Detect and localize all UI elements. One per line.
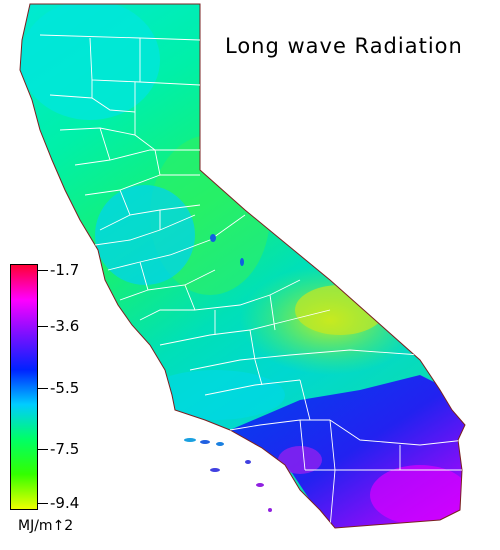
legend-tick-label: -3.6 <box>50 317 80 335</box>
legend-tick <box>38 503 48 504</box>
channel-islands <box>184 438 272 512</box>
state-outline <box>19 3 466 529</box>
legend-unit: MJ/m↑2 <box>18 518 74 534</box>
legend-tick <box>38 326 48 327</box>
north-cyan-region <box>20 4 160 120</box>
legend-tick-label: -7.5 <box>50 440 80 458</box>
color-scale-bar <box>10 264 38 510</box>
legend-tick-label: -9.4 <box>50 494 80 512</box>
legend-tick <box>38 270 48 271</box>
socal-coast-cyan <box>145 370 285 420</box>
legend-tick <box>38 449 48 450</box>
lake <box>210 234 216 242</box>
county-boundaries <box>39 34 465 528</box>
southeast-magenta <box>370 465 465 525</box>
lake <box>240 258 244 266</box>
legend-tick-label: -5.5 <box>50 379 80 397</box>
socal-coast-purple <box>278 446 322 474</box>
desert-core <box>295 285 385 335</box>
map-title: Long wave Radiation <box>225 34 463 58</box>
legend-tick <box>38 388 48 389</box>
legend-tick-label: -1.7 <box>50 261 80 279</box>
